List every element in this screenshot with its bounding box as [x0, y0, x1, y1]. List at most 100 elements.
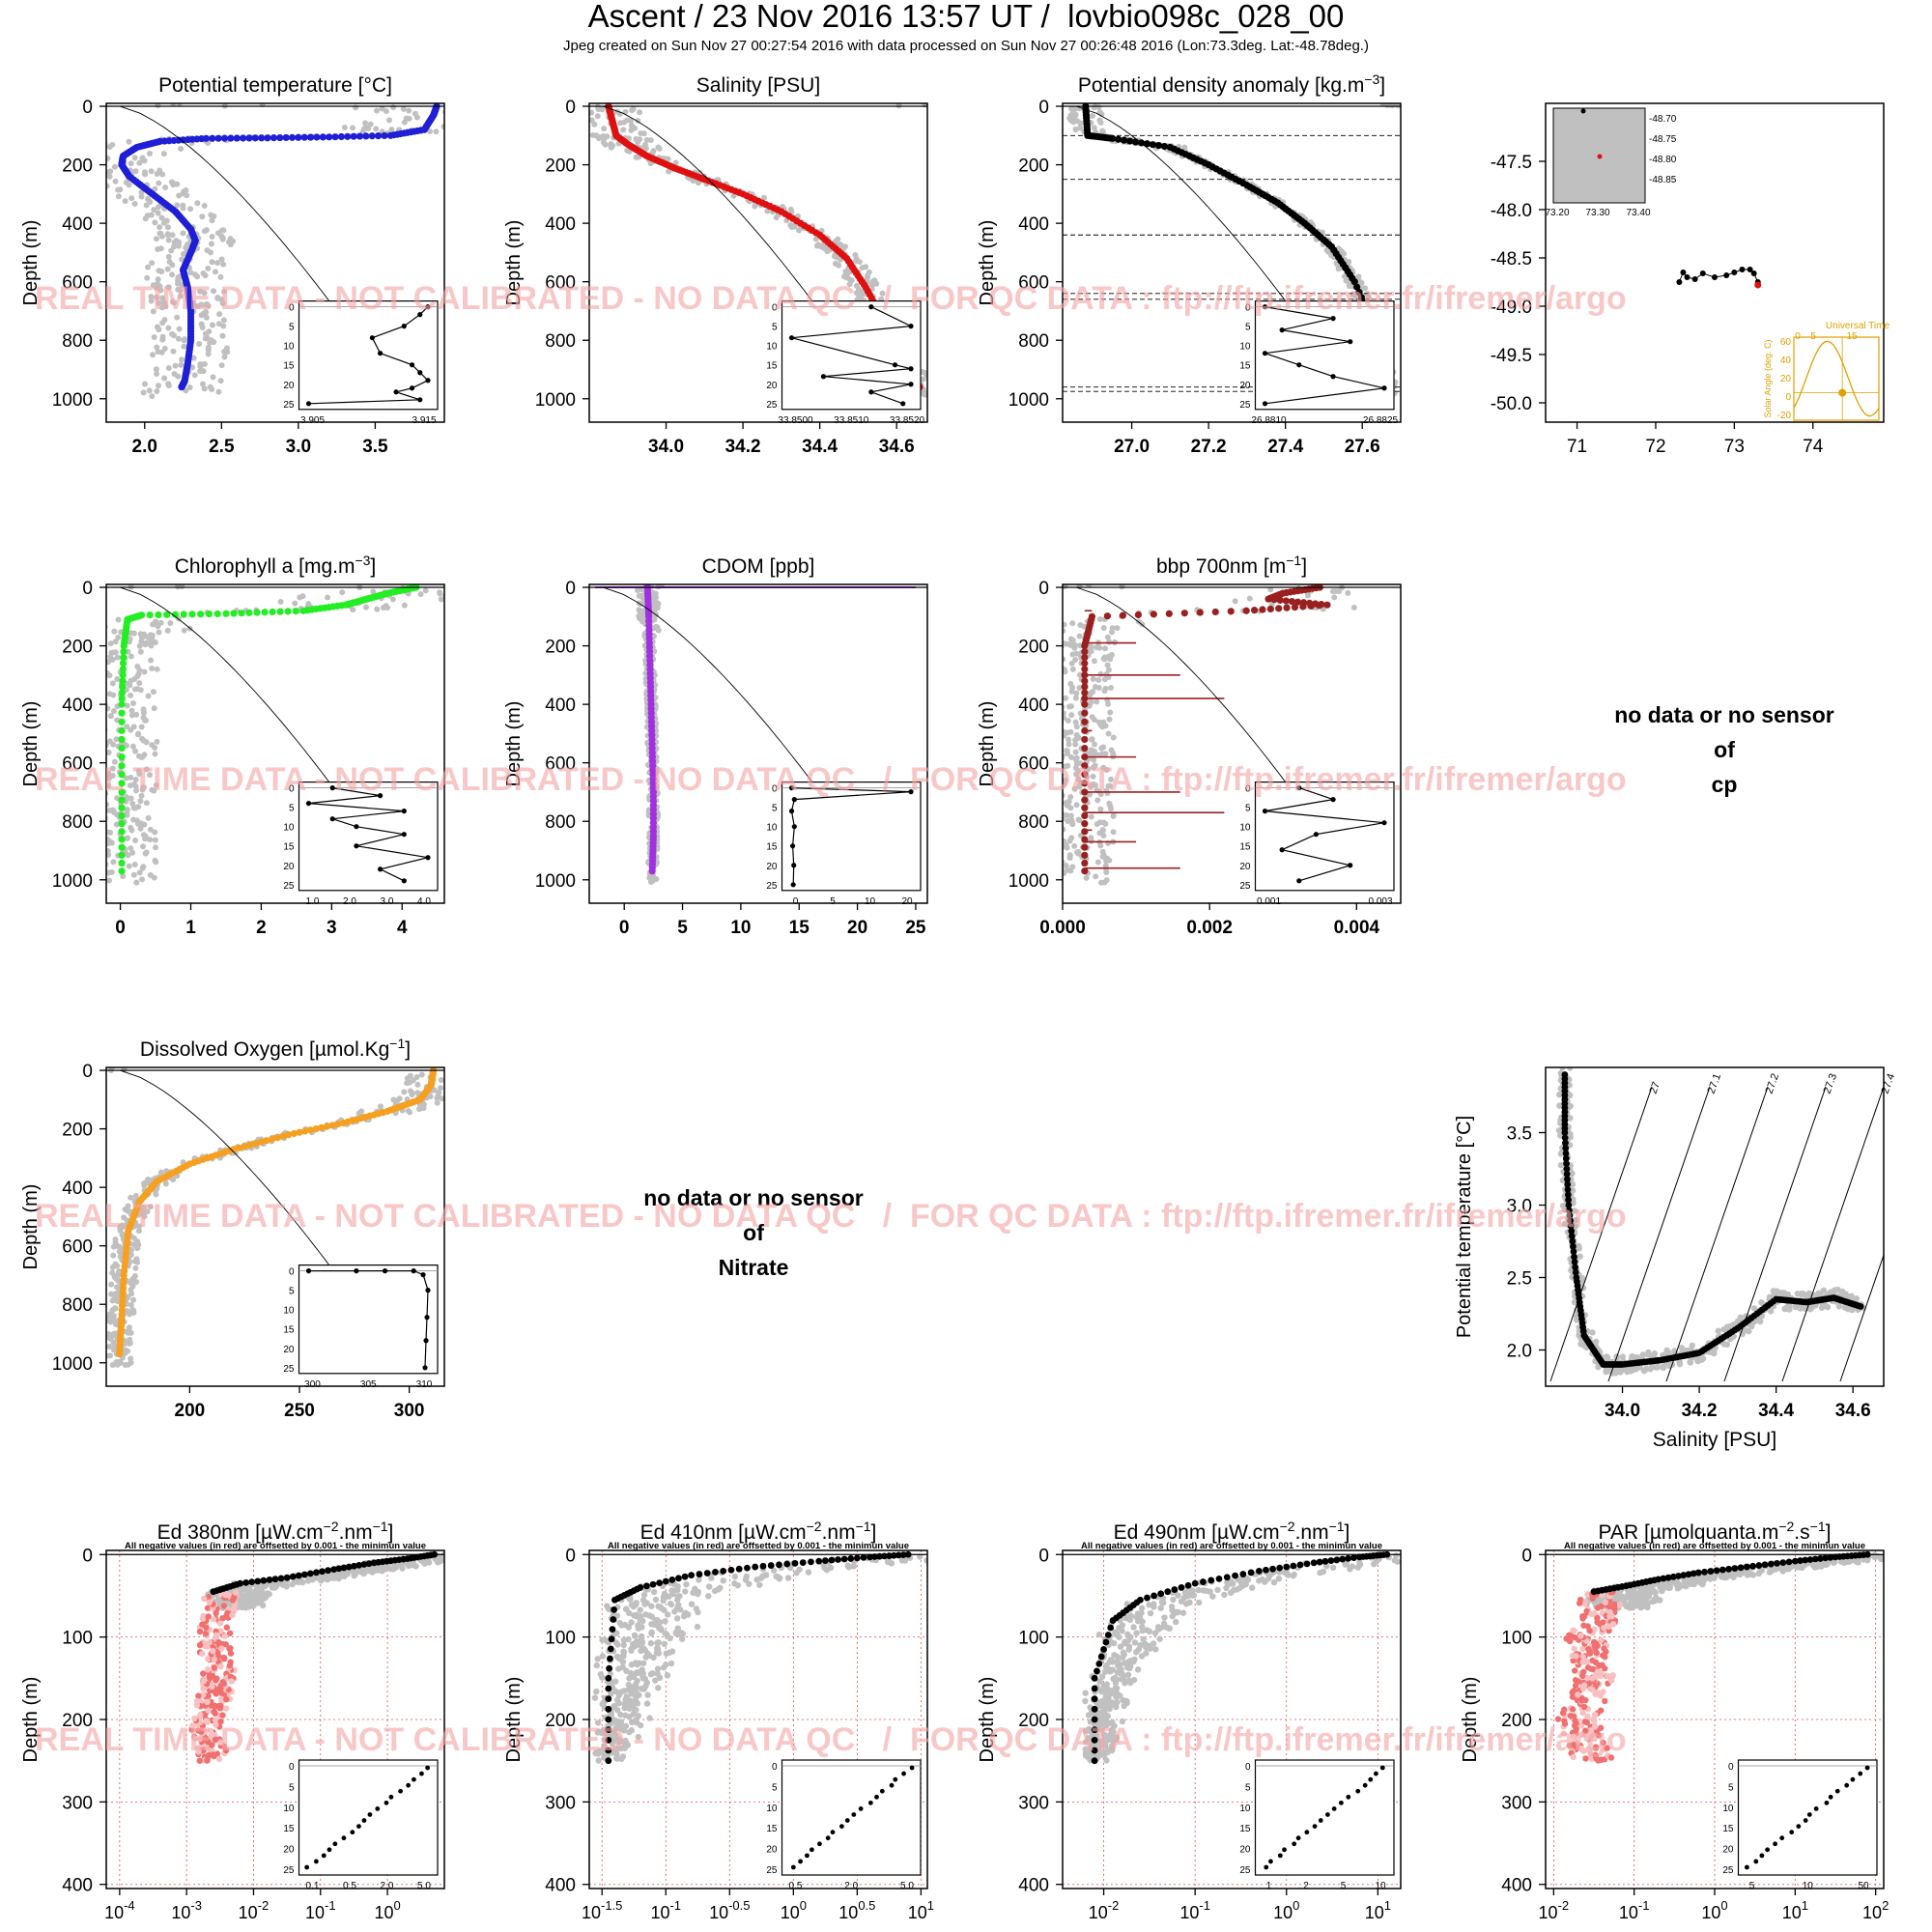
background-point — [203, 227, 210, 234]
background-point — [124, 702, 130, 709]
background-point — [128, 1287, 134, 1293]
background-point — [1835, 1303, 1843, 1310]
data-point — [374, 132, 383, 140]
background-point — [1557, 1151, 1565, 1157]
background-point — [138, 638, 145, 644]
background-point — [1069, 620, 1076, 627]
x-tick-label: 71 — [1567, 437, 1587, 457]
chart-chl: Chlorophyll a [mg.m−3]020040060080010000… — [20, 553, 445, 938]
background-point — [93, 164, 99, 170]
background-point — [628, 117, 635, 124]
plot-frame — [1545, 1066, 1885, 1387]
background-point — [143, 800, 150, 807]
background-point — [422, 587, 429, 594]
background-point — [405, 1108, 412, 1115]
background-point — [227, 242, 234, 248]
background-point — [128, 195, 135, 202]
background-point — [202, 335, 209, 342]
background-point — [1345, 589, 1351, 596]
inset-y-tick-label: 10 — [283, 1306, 295, 1317]
background-point — [341, 125, 348, 131]
x-tick-label: 0.000 — [1039, 918, 1086, 938]
background-point — [1737, 1314, 1744, 1321]
background-point — [141, 709, 148, 716]
background-point — [165, 284, 172, 291]
plot-frame — [1545, 102, 1885, 423]
background-point — [1108, 629, 1115, 636]
data-point — [296, 1128, 303, 1136]
inset-point — [1348, 863, 1353, 868]
background-point — [1055, 729, 1061, 735]
data-point — [1564, 1180, 1572, 1188]
data-point — [1571, 1259, 1578, 1265]
inset-point — [417, 370, 423, 376]
background-point — [155, 276, 161, 283]
background-point — [1267, 586, 1274, 593]
data-point — [1081, 788, 1089, 796]
background-point — [390, 104, 397, 111]
background-point — [1715, 1327, 1721, 1334]
background-point — [444, 1556, 450, 1562]
background-point — [1335, 588, 1342, 595]
x-tick-label: 73 — [1724, 437, 1745, 457]
inset-x-tick-label: 5 — [830, 896, 836, 907]
background-point — [1053, 652, 1059, 658]
background-point — [1099, 128, 1106, 134]
solar-current-point — [1838, 388, 1847, 397]
background-point — [448, 1071, 454, 1077]
background-point — [1660, 1364, 1666, 1371]
background-point — [1106, 716, 1113, 723]
background-point — [194, 200, 201, 207]
background-point — [164, 627, 171, 634]
background-point — [1096, 109, 1103, 116]
background-point — [91, 801, 97, 807]
background-point — [201, 290, 208, 297]
title-text: Ed 380nm [µW.cm — [157, 1521, 324, 1544]
data-point — [1081, 820, 1089, 828]
background-point — [1350, 604, 1357, 611]
background-point — [148, 294, 155, 300]
data-point — [276, 608, 284, 615]
inset-x-tick-label: 2.0 — [343, 896, 356, 907]
inset-point — [425, 1288, 431, 1293]
data-point — [119, 660, 128, 668]
background-point — [1071, 785, 1078, 792]
background-point — [1055, 745, 1061, 751]
inset-y-tick-label: -48.70 — [1649, 114, 1677, 125]
data-point — [362, 132, 370, 140]
background-point — [652, 604, 659, 611]
background-point — [589, 117, 595, 124]
background-point — [106, 169, 111, 176]
background-point — [171, 243, 178, 250]
data-point — [245, 609, 253, 616]
background-point — [98, 168, 103, 174]
inset-y-tick-label: 0 — [1245, 303, 1251, 314]
background-point — [220, 227, 227, 234]
solar-x-tick-label: 15 — [1846, 331, 1858, 342]
y-tick-label: 0 — [82, 579, 93, 599]
background-point — [1068, 688, 1075, 695]
background-point — [190, 355, 197, 361]
background-point — [154, 344, 160, 351]
background-point — [128, 1280, 134, 1287]
data-point — [1857, 1303, 1864, 1310]
background-point — [89, 748, 95, 753]
background-point — [1072, 126, 1079, 132]
background-point — [134, 1245, 141, 1252]
background-point — [853, 257, 860, 264]
background-point — [1094, 859, 1101, 866]
background-point — [154, 666, 160, 672]
background-point — [451, 1072, 457, 1078]
data-point — [118, 700, 126, 708]
background-point — [126, 182, 132, 188]
background-point — [1090, 773, 1096, 780]
background-point — [221, 354, 228, 360]
background-point — [417, 591, 424, 598]
background-point — [846, 281, 853, 288]
background-point — [363, 604, 370, 611]
zoom-inset — [298, 781, 439, 892]
background-point — [1099, 853, 1106, 860]
background-point — [98, 704, 103, 710]
background-point — [1095, 104, 1102, 111]
